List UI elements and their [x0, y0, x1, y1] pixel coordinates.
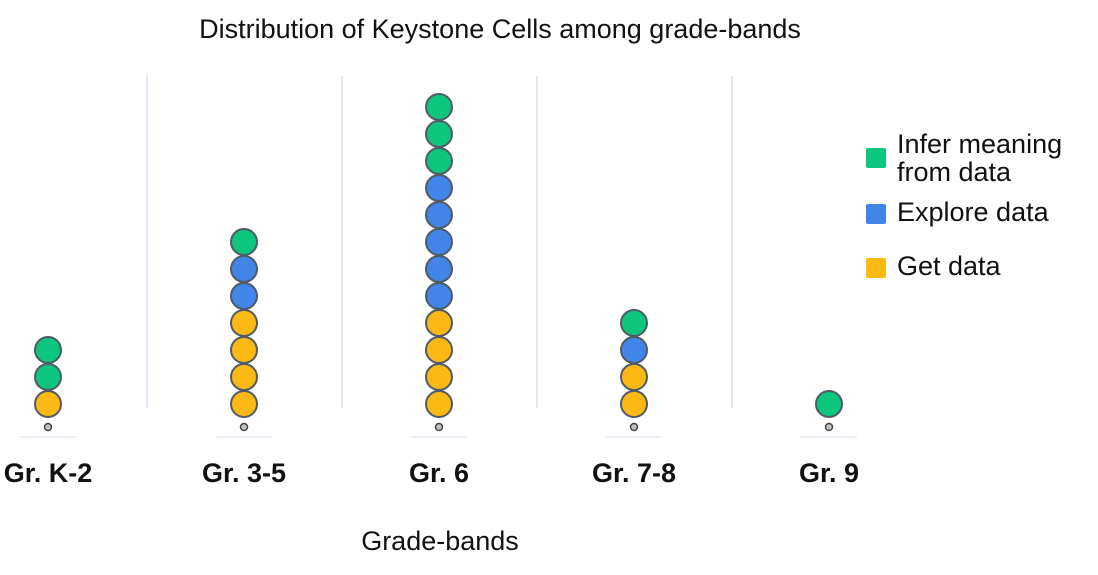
- axis-marker: [43, 422, 53, 432]
- data-dot[interactable]: [34, 336, 62, 364]
- axis-marker: [434, 422, 444, 432]
- data-dot[interactable]: [620, 309, 648, 337]
- data-dot[interactable]: [425, 201, 453, 229]
- category-label: Gr. 6: [408, 458, 470, 488]
- data-dot[interactable]: [425, 309, 453, 337]
- legend-label: Infer meaning from data: [897, 129, 1063, 187]
- data-dot[interactable]: [230, 336, 258, 364]
- data-dot[interactable]: [425, 255, 453, 283]
- legend-swatch: [866, 148, 886, 168]
- category-label: Gr. K-2: [3, 458, 93, 488]
- data-dot[interactable]: [425, 147, 453, 175]
- data-dot[interactable]: [425, 282, 453, 310]
- legend-swatch: [866, 258, 886, 278]
- data-dot[interactable]: [34, 390, 62, 418]
- legend-label: Explore data: [897, 197, 1049, 227]
- data-dot[interactable]: [425, 120, 453, 148]
- axis-marker: [824, 422, 834, 432]
- data-dot[interactable]: [230, 309, 258, 337]
- data-dot[interactable]: [230, 363, 258, 391]
- legend-label: Get data: [897, 251, 1001, 281]
- axis-marker: [629, 422, 639, 432]
- data-dot[interactable]: [620, 336, 648, 364]
- data-dot[interactable]: [34, 363, 62, 391]
- data-dot[interactable]: [425, 174, 453, 202]
- data-dot[interactable]: [620, 363, 648, 391]
- category-label: Gr. 7-8: [591, 458, 677, 488]
- data-dot[interactable]: [230, 228, 258, 256]
- axis-marker: [239, 422, 249, 432]
- category-label: Gr. 9: [798, 458, 860, 488]
- data-dot[interactable]: [230, 390, 258, 418]
- data-dot[interactable]: [815, 390, 843, 418]
- category-label: Gr. 3-5: [201, 458, 287, 488]
- chart-title: Distribution of Keystone Cells among gra…: [199, 14, 801, 44]
- data-dot[interactable]: [425, 336, 453, 364]
- data-dot[interactable]: [425, 93, 453, 121]
- data-dot[interactable]: [425, 363, 453, 391]
- data-dot[interactable]: [425, 390, 453, 418]
- data-dot[interactable]: [230, 282, 258, 310]
- data-dot[interactable]: [425, 228, 453, 256]
- data-dot[interactable]: [230, 255, 258, 283]
- legend-swatch: [866, 204, 886, 224]
- data-dot[interactable]: [620, 390, 648, 418]
- x-axis-title: Grade-bands: [361, 526, 519, 556]
